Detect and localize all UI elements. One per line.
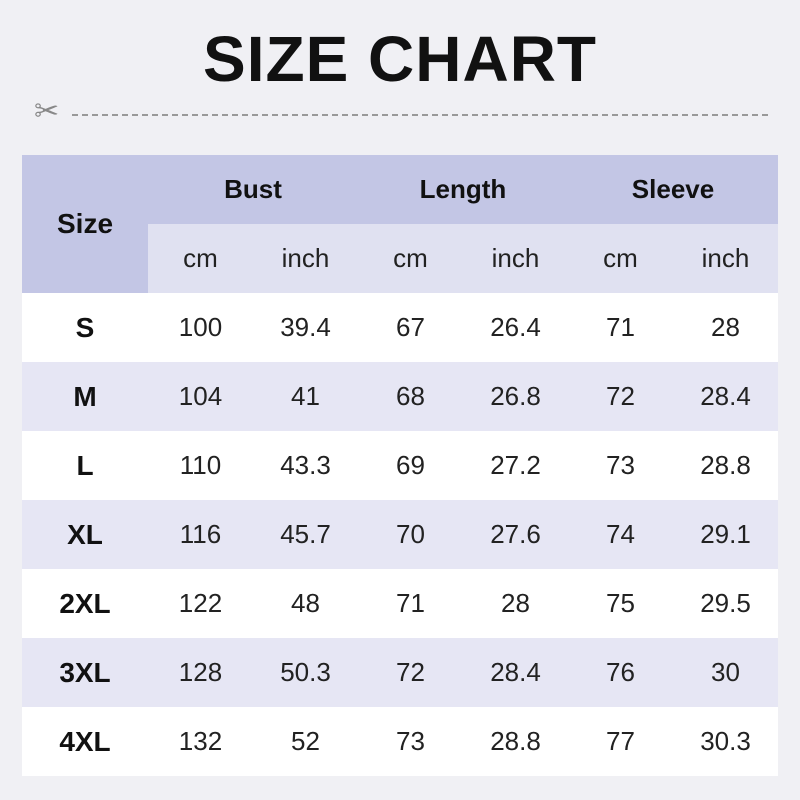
table-cell: 26.8 [463, 362, 568, 431]
table-cell: 41 [253, 362, 358, 431]
table-cell: 29.5 [673, 569, 778, 638]
table-row: XL 116 45.7 70 27.6 74 29.1 [22, 500, 778, 569]
group-header-length: Length [358, 155, 568, 224]
table-cell: 73 [568, 431, 673, 500]
size-label: S [22, 293, 148, 362]
size-label: 3XL [22, 638, 148, 707]
unit-header: inch [463, 224, 568, 293]
table-cell: 27.6 [463, 500, 568, 569]
table-cell: 74 [568, 500, 673, 569]
table-cell: 72 [358, 638, 463, 707]
size-label: L [22, 431, 148, 500]
unit-header: cm [358, 224, 463, 293]
table-cell: 28.8 [673, 431, 778, 500]
table-cell: 30 [673, 638, 778, 707]
table-row: 3XL 128 50.3 72 28.4 76 30 [22, 638, 778, 707]
size-label: 2XL [22, 569, 148, 638]
size-header: Size [22, 155, 148, 293]
table-cell: 73 [358, 707, 463, 776]
size-label: M [22, 362, 148, 431]
table-cell: 71 [568, 293, 673, 362]
table-row: M 104 41 68 26.8 72 28.4 [22, 362, 778, 431]
size-table: Size Bust Length Sleeve cm inch cm inch cm in… [22, 155, 778, 776]
table-cell: 28.4 [463, 638, 568, 707]
table-cell: 28.4 [673, 362, 778, 431]
table-cell: 76 [568, 638, 673, 707]
table-cell: 132 [148, 707, 253, 776]
table-row: S 100 39.4 67 26.4 71 28 [22, 293, 778, 362]
table-cell: 28 [463, 569, 568, 638]
group-header-sleeve: Sleeve [568, 155, 778, 224]
table-cell: 75 [568, 569, 673, 638]
table-cell: 29.1 [673, 500, 778, 569]
table-row: 2XL 122 48 71 28 75 29.5 [22, 569, 778, 638]
table-cell: 48 [253, 569, 358, 638]
scissors-icon: ✂ [34, 95, 60, 128]
table-cell: 39.4 [253, 293, 358, 362]
page-title: SIZE CHART [203, 23, 597, 95]
table-cell: 100 [148, 293, 253, 362]
cut-line: ✂ [34, 95, 768, 130]
table-cell: 70 [358, 500, 463, 569]
size-label: 4XL [22, 707, 148, 776]
table-cell: 28.8 [463, 707, 568, 776]
table-cell: 68 [358, 362, 463, 431]
table-cell: 50.3 [253, 638, 358, 707]
table-cell: 72 [568, 362, 673, 431]
table-cell: 45.7 [253, 500, 358, 569]
table-row: L 110 43.3 69 27.2 73 28.8 [22, 431, 778, 500]
table-cell: 116 [148, 500, 253, 569]
dashed-divider [72, 114, 768, 116]
table-cell: 69 [358, 431, 463, 500]
size-label: XL [22, 500, 148, 569]
table-cell: 52 [253, 707, 358, 776]
unit-header: inch [673, 224, 778, 293]
table-row: 4XL 132 52 73 28.8 77 30.3 [22, 707, 778, 776]
table-cell: 110 [148, 431, 253, 500]
table-cell: 30.3 [673, 707, 778, 776]
unit-header: cm [148, 224, 253, 293]
unit-header: cm [568, 224, 673, 293]
table-cell: 128 [148, 638, 253, 707]
table-cell: 27.2 [463, 431, 568, 500]
table-cell: 104 [148, 362, 253, 431]
table-cell: 26.4 [463, 293, 568, 362]
table-cell: 67 [358, 293, 463, 362]
table-cell: 77 [568, 707, 673, 776]
table-cell: 71 [358, 569, 463, 638]
table-cell: 43.3 [253, 431, 358, 500]
group-header-bust: Bust [148, 155, 358, 224]
unit-header: inch [253, 224, 358, 293]
table-cell: 28 [673, 293, 778, 362]
table-cell: 122 [148, 569, 253, 638]
